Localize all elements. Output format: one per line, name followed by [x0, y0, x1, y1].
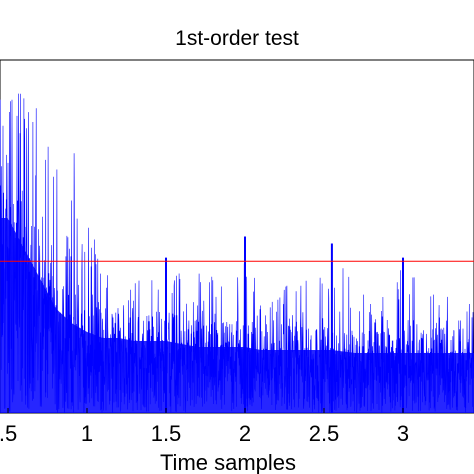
x-axis-ticks: .511.522.533 [0, 408, 409, 446]
x-tick-label-1: 1 [81, 421, 93, 446]
chart-title: 1st-order test [175, 27, 299, 50]
x-tick-label-0: .5 [0, 421, 17, 446]
series-line [0, 93, 474, 413]
x-tick-label-5: 3 [397, 421, 409, 446]
x-tick-label-4: 2.5 [309, 421, 340, 446]
x-tick-label-2: 1.5 [151, 421, 182, 446]
x-axis-label: Time samples [160, 450, 296, 474]
data-series [0, 93, 474, 413]
x-tick-label-3: 2 [239, 421, 251, 446]
